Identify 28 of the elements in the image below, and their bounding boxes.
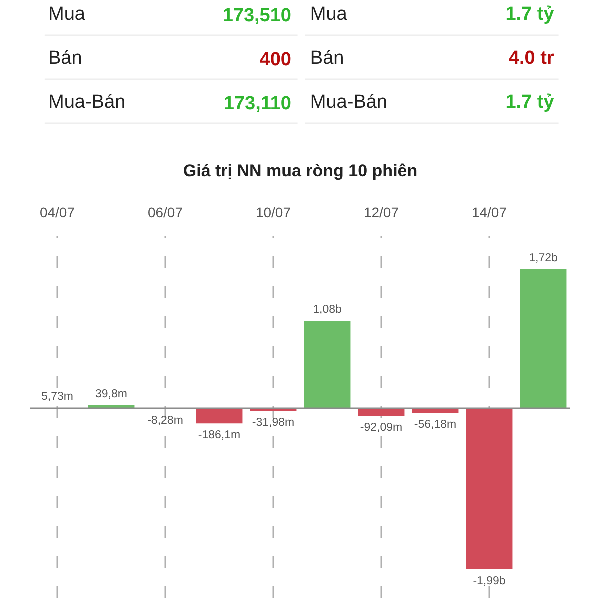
text: Bán — [48, 48, 82, 69]
text: Mua — [48, 4, 86, 25]
data-label: -1,99b — [473, 575, 506, 588]
x-tick-label: 10/07 — [256, 204, 292, 220]
data-label: 39,8m — [96, 388, 128, 400]
data-label: 1,08b — [313, 304, 342, 316]
data-label: -92,09m — [360, 422, 403, 434]
text: 173,510 — [222, 6, 292, 26]
text: 173,110 — [224, 94, 292, 114]
x-tick-label: 14/07 — [472, 204, 508, 220]
data-label: -8,28m — [148, 415, 184, 428]
text: 4.0 tr — [508, 48, 555, 69]
x-tick-label: 12/07 — [364, 204, 400, 220]
text: Bán — [310, 48, 344, 69]
text: Mua-Bán — [48, 92, 126, 113]
x-tick-label: 06/07 — [148, 204, 184, 220]
text: 1.7 tỷ — [506, 4, 555, 25]
x-tick-label: 04/07 — [40, 204, 76, 220]
text: 400 — [260, 50, 292, 70]
data-label: -31,98m — [252, 417, 295, 430]
data-label: -56,18m — [414, 419, 457, 432]
chart-title: Giá trị NN mua ròng 10 phiên — [183, 162, 418, 180]
text: 1.7 tỷ — [506, 92, 555, 113]
data-label: -186,1m — [198, 430, 241, 442]
data-label: 1,72b — [529, 252, 558, 264]
text: Mua — [310, 4, 348, 25]
data-label: 5,73m — [42, 391, 74, 404]
text: Mua-Bán — [310, 92, 388, 113]
